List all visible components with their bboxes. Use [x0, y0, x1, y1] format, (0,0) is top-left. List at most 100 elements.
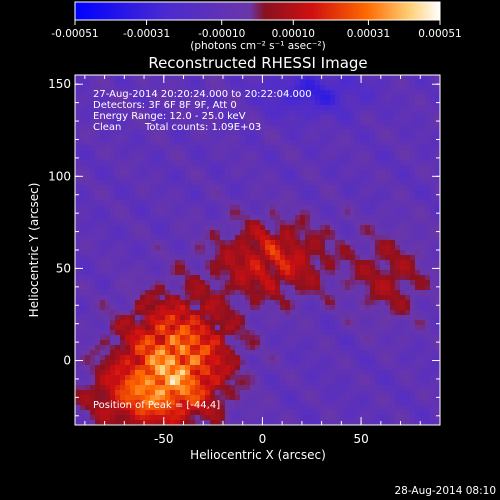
heatmap-cell	[185, 390, 190, 395]
heatmap-cell	[220, 270, 225, 275]
heatmap-cell	[190, 395, 195, 400]
heatmap-cell	[335, 395, 340, 400]
heatmap-cell	[175, 145, 180, 150]
heatmap-cell	[130, 105, 135, 110]
heatmap-cell	[300, 395, 305, 400]
heatmap-cell	[390, 290, 395, 295]
heatmap-cell	[345, 230, 350, 235]
heatmap-cell	[115, 105, 120, 110]
heatmap-cell	[90, 335, 95, 340]
heatmap-cell	[110, 215, 115, 220]
heatmap-cell	[270, 290, 275, 295]
heatmap-cell	[260, 380, 265, 385]
heatmap-cell	[205, 210, 210, 215]
heatmap-cell	[310, 255, 315, 260]
heatmap-cell	[105, 105, 110, 110]
heatmap-cell	[370, 235, 375, 240]
heatmap-cell	[350, 215, 355, 220]
heatmap-cell	[285, 275, 290, 280]
heatmap-cell	[375, 175, 380, 180]
colorbar-gradient	[74, 1, 441, 21]
heatmap-cell	[140, 160, 145, 165]
heatmap-cell	[195, 200, 200, 205]
heatmap-cell	[135, 370, 140, 375]
heatmap-cell	[330, 200, 335, 205]
heatmap-cell	[225, 125, 230, 130]
heatmap-cell	[350, 315, 355, 320]
heatmap-cell	[115, 315, 120, 320]
heatmap-cell	[95, 135, 100, 140]
heatmap-cell	[330, 375, 335, 380]
heatmap-cell	[250, 150, 255, 155]
heatmap-cell	[330, 250, 335, 255]
heatmap-cell	[175, 150, 180, 155]
heatmap-cell	[435, 160, 440, 165]
heatmap-cell	[430, 110, 435, 115]
heatmap-cell	[185, 210, 190, 215]
heatmap-cell	[120, 90, 125, 95]
heatmap-cell	[175, 80, 180, 85]
heatmap-cell	[405, 125, 410, 130]
heatmap-cell	[310, 155, 315, 160]
heatmap-cell	[305, 235, 310, 240]
heatmap-cell	[160, 315, 165, 320]
heatmap-cell	[195, 270, 200, 275]
heatmap-cell	[140, 105, 145, 110]
heatmap-cell	[110, 160, 115, 165]
heatmap-cell	[190, 185, 195, 190]
heatmap-cell	[185, 255, 190, 260]
heatmap-cell	[135, 225, 140, 230]
heatmap-cell	[270, 340, 275, 345]
heatmap-cell	[405, 340, 410, 345]
heatmap-cell	[275, 205, 280, 210]
heatmap-cell	[385, 110, 390, 115]
heatmap-cell	[110, 115, 115, 120]
heatmap-cell	[185, 385, 190, 390]
heatmap-cell	[185, 145, 190, 150]
heatmap-cell	[310, 360, 315, 365]
heatmap-cell	[425, 385, 430, 390]
heatmap-cell	[330, 360, 335, 365]
heatmap-cell	[415, 405, 420, 410]
heatmap-cell	[250, 210, 255, 215]
heatmap-cell	[115, 375, 120, 380]
heatmap-cell	[345, 170, 350, 175]
heatmap-cell	[235, 115, 240, 120]
heatmap-cell	[365, 130, 370, 135]
heatmap-cell	[90, 235, 95, 240]
heatmap-cell	[275, 125, 280, 130]
heatmap-cell	[390, 115, 395, 120]
heatmap-cell	[415, 265, 420, 270]
heatmap-cell	[165, 120, 170, 125]
heatmap-cell	[140, 275, 145, 280]
heatmap-cell	[135, 105, 140, 110]
heatmap-cell	[290, 395, 295, 400]
heatmap-cell	[195, 295, 200, 300]
heatmap-cell	[400, 200, 405, 205]
heatmap-cell	[135, 75, 140, 80]
heatmap-cell	[95, 125, 100, 130]
heatmap-cell	[215, 345, 220, 350]
heatmap-cell	[120, 260, 125, 265]
heatmap-cell	[160, 115, 165, 120]
heatmap-cell	[245, 295, 250, 300]
heatmap-cell	[110, 225, 115, 230]
heatmap-cell	[210, 205, 215, 210]
heatmap-cell	[280, 85, 285, 90]
heatmap-cell	[210, 165, 215, 170]
heatmap-cell	[360, 95, 365, 100]
heatmap-cell	[410, 125, 415, 130]
heatmap-cell	[90, 155, 95, 160]
heatmap-cell	[190, 205, 195, 210]
heatmap-cell	[270, 235, 275, 240]
heatmap-cell	[250, 185, 255, 190]
heatmap-cell	[275, 290, 280, 295]
heatmap-cell	[420, 305, 425, 310]
heatmap-cell	[110, 130, 115, 135]
heatmap-cell	[85, 290, 90, 295]
heatmap-cell	[160, 280, 165, 285]
heatmap-cell	[420, 160, 425, 165]
heatmap-cell	[120, 210, 125, 215]
heatmap-cell	[90, 100, 95, 105]
heatmap-cell	[90, 290, 95, 295]
